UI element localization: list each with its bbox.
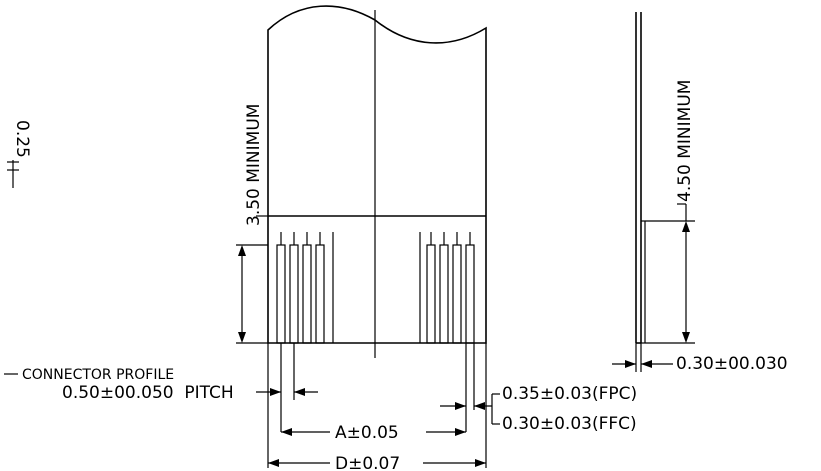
side-min-label: 4.50 MINIMUM: [675, 80, 695, 202]
thickness-label: 0.30±00.030: [676, 354, 788, 374]
front-min-label: 3.50 MINIMUM: [244, 104, 264, 226]
connector-profile-label: CONNECTOR PROFILE: [22, 367, 174, 383]
d-dim-label: D±0.07: [335, 454, 400, 471]
extension-lines: [267, 343, 487, 468]
a-dimension: [281, 428, 466, 436]
contact-width-dimension: [440, 393, 500, 425]
a-dim-label: A±0.05: [335, 423, 399, 443]
thickness-dimension: [612, 343, 673, 372]
ffc-label: 0.30±0.03(FFC): [502, 414, 637, 434]
fpc-label: 0.35±0.03(FPC): [502, 384, 637, 404]
left-edge-label: 0.25: [12, 120, 32, 158]
side-vertical-dimension: [645, 203, 695, 344]
pitch-label: 0.50±00.050 PITCH: [62, 383, 234, 403]
pitch-dimension: [256, 388, 318, 396]
side-view: [635, 12, 646, 344]
vertical-dimension: [236, 215, 268, 344]
left-contacts: [276, 232, 334, 344]
left-edge-dimension: [7, 160, 19, 188]
right-contacts: [419, 232, 475, 344]
d-dimension: [268, 459, 486, 467]
